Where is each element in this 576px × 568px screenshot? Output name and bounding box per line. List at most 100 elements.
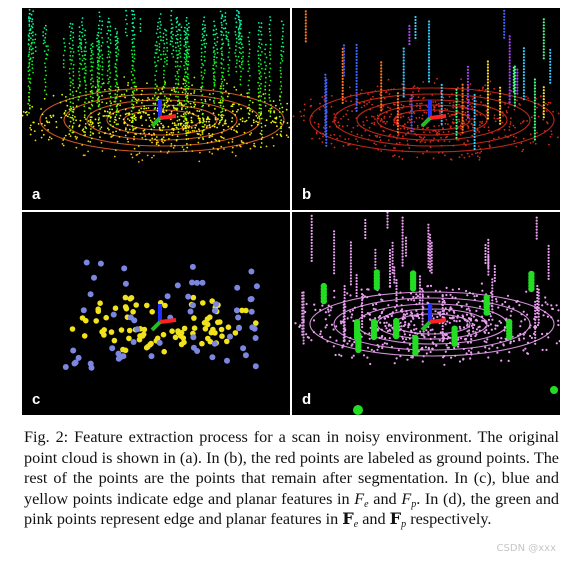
cloud-point xyxy=(216,48,219,51)
cloud-point xyxy=(102,115,105,117)
cloud-point xyxy=(236,9,238,12)
planar-map-point xyxy=(366,296,369,299)
cloud-point xyxy=(249,74,251,77)
ground-point xyxy=(380,150,383,152)
cloud-point xyxy=(175,78,178,81)
edge-feature-point xyxy=(71,360,78,367)
planar-map-point xyxy=(390,314,393,318)
planar-map-point xyxy=(421,317,424,320)
segmented-point xyxy=(304,28,307,31)
segmented-point xyxy=(325,87,328,90)
segmented-point xyxy=(325,102,328,105)
cloud-point xyxy=(29,104,31,107)
cloud-point xyxy=(172,49,175,52)
segmented-point xyxy=(325,90,328,93)
cloud-point xyxy=(159,31,162,34)
cloud-point xyxy=(227,63,230,66)
ground-point xyxy=(303,108,306,111)
cloud-point xyxy=(43,78,46,81)
ground-point xyxy=(315,132,318,135)
planar-map-point xyxy=(422,355,425,358)
planar-map-point xyxy=(351,343,354,346)
cloud-point xyxy=(157,144,160,147)
cloud-point xyxy=(260,82,262,85)
cloud-point xyxy=(222,27,225,30)
cloud-point xyxy=(172,129,175,132)
cloud-point xyxy=(235,37,238,40)
cloud-point xyxy=(162,50,165,53)
cloud-point xyxy=(110,102,112,105)
cloud-point xyxy=(83,110,86,113)
planar-map-point xyxy=(419,348,423,351)
cloud-point xyxy=(248,52,251,55)
planar-map-point xyxy=(332,328,335,331)
segmented-point xyxy=(473,111,476,115)
ground-point xyxy=(387,139,390,142)
cloud-point xyxy=(69,84,72,87)
planar-map-point xyxy=(380,312,383,315)
cloud-point xyxy=(115,58,118,61)
planar-map-point xyxy=(353,306,356,309)
cloud-point xyxy=(124,134,127,137)
cloud-point xyxy=(257,33,260,36)
planar-map-point xyxy=(473,323,476,327)
segmented-point xyxy=(427,56,431,59)
cloud-point xyxy=(115,114,118,116)
cloud-point xyxy=(158,126,161,129)
segmented-point xyxy=(402,74,405,77)
segmented-point xyxy=(341,89,344,92)
segmented-point xyxy=(508,59,511,62)
cloud-point xyxy=(200,55,203,58)
planar-map-point xyxy=(418,296,422,299)
ground-point xyxy=(388,93,391,95)
planar-map-point xyxy=(439,314,442,317)
cloud-point xyxy=(257,88,260,90)
cloud-point xyxy=(238,12,240,15)
cloud-point xyxy=(278,99,281,102)
cloud-point xyxy=(134,127,136,130)
cloud-point xyxy=(242,46,244,49)
segmented-point xyxy=(549,63,552,66)
cloud-point xyxy=(204,50,207,53)
segmented-point xyxy=(542,45,545,48)
cloud-point xyxy=(248,55,250,58)
cloud-point xyxy=(248,48,251,51)
planar-map-point xyxy=(484,243,487,247)
cloud-point xyxy=(174,82,177,85)
cloud-point xyxy=(79,62,81,65)
planar-map-point xyxy=(381,346,384,350)
segmented-point xyxy=(533,117,536,120)
cloud-point xyxy=(84,154,86,157)
segmented-point xyxy=(499,98,502,101)
ground-point xyxy=(413,121,416,123)
cloud-point xyxy=(156,48,159,51)
cloud-point xyxy=(83,76,86,79)
cloud-point xyxy=(72,71,75,73)
edge-feature-point xyxy=(148,353,155,360)
cloud-point xyxy=(108,92,111,95)
cloud-point xyxy=(285,108,288,111)
ground-point xyxy=(427,126,430,129)
segmented-point xyxy=(513,80,516,83)
cloud-point xyxy=(250,132,253,134)
segmented-point xyxy=(408,30,411,34)
segmented-point xyxy=(325,108,328,111)
cloud-point xyxy=(224,19,227,21)
planar-map-point xyxy=(536,296,539,300)
segmented-point xyxy=(533,90,536,93)
planar-map-point xyxy=(361,296,364,299)
cloud-point xyxy=(131,56,134,59)
cloud-point xyxy=(231,126,234,129)
edge-feature-point xyxy=(249,324,256,331)
cloud-point xyxy=(71,59,73,62)
planar-map-point xyxy=(481,319,484,322)
cloud-point xyxy=(166,50,169,52)
ground-point xyxy=(340,118,342,120)
planar-map-point xyxy=(384,337,387,340)
cloud-point xyxy=(173,107,176,110)
cloud-point xyxy=(180,26,183,29)
planar-map-point xyxy=(535,231,538,234)
cloud-point xyxy=(239,32,241,35)
planar-map-point xyxy=(343,285,346,288)
planar-map-point xyxy=(355,292,358,295)
